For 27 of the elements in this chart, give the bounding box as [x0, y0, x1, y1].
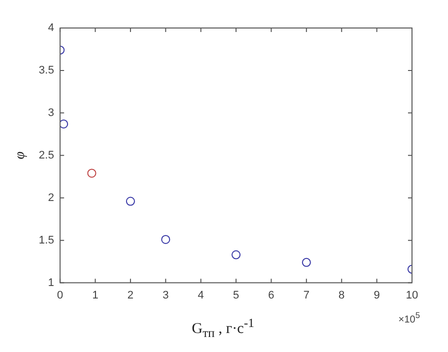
y-tick-label: 2: [48, 192, 54, 204]
point: [161, 234, 170, 244]
y-tick-label: 3.5: [38, 64, 54, 76]
y-tick-label: 3: [48, 106, 54, 119]
x-tick-label: 1: [92, 289, 98, 302]
point: [302, 258, 311, 267]
y-axis-title: φ: [13, 151, 28, 160]
x-axis-title: G$_{тп}$ , г·с$^{-1}$: [192, 316, 254, 340]
point: [60, 119, 68, 128]
point: [126, 196, 135, 206]
y-tick-label: 1: [48, 276, 54, 289]
point: [232, 250, 241, 260]
x-tick-label: 0: [57, 289, 64, 302]
text: ×10$^{5}$: [398, 310, 420, 326]
x-tick-label: 9: [374, 289, 380, 302]
point: [87, 168, 96, 178]
x-tick-label: 8: [338, 289, 345, 302]
x-tick-label: 5: [232, 289, 240, 302]
x-tick-label: 7: [303, 289, 310, 302]
x-tick-label: 4: [198, 289, 204, 302]
x-tick-label: 6: [268, 289, 274, 302]
y-tick-label: 2.5: [38, 149, 54, 162]
x-tick-label: 2: [127, 289, 134, 302]
y-tick-label: 4: [48, 22, 54, 34]
x-tick-label: 10: [406, 289, 418, 302]
y-tick-label: 1.5: [38, 234, 54, 246]
x-tick-label: 3: [162, 289, 169, 302]
